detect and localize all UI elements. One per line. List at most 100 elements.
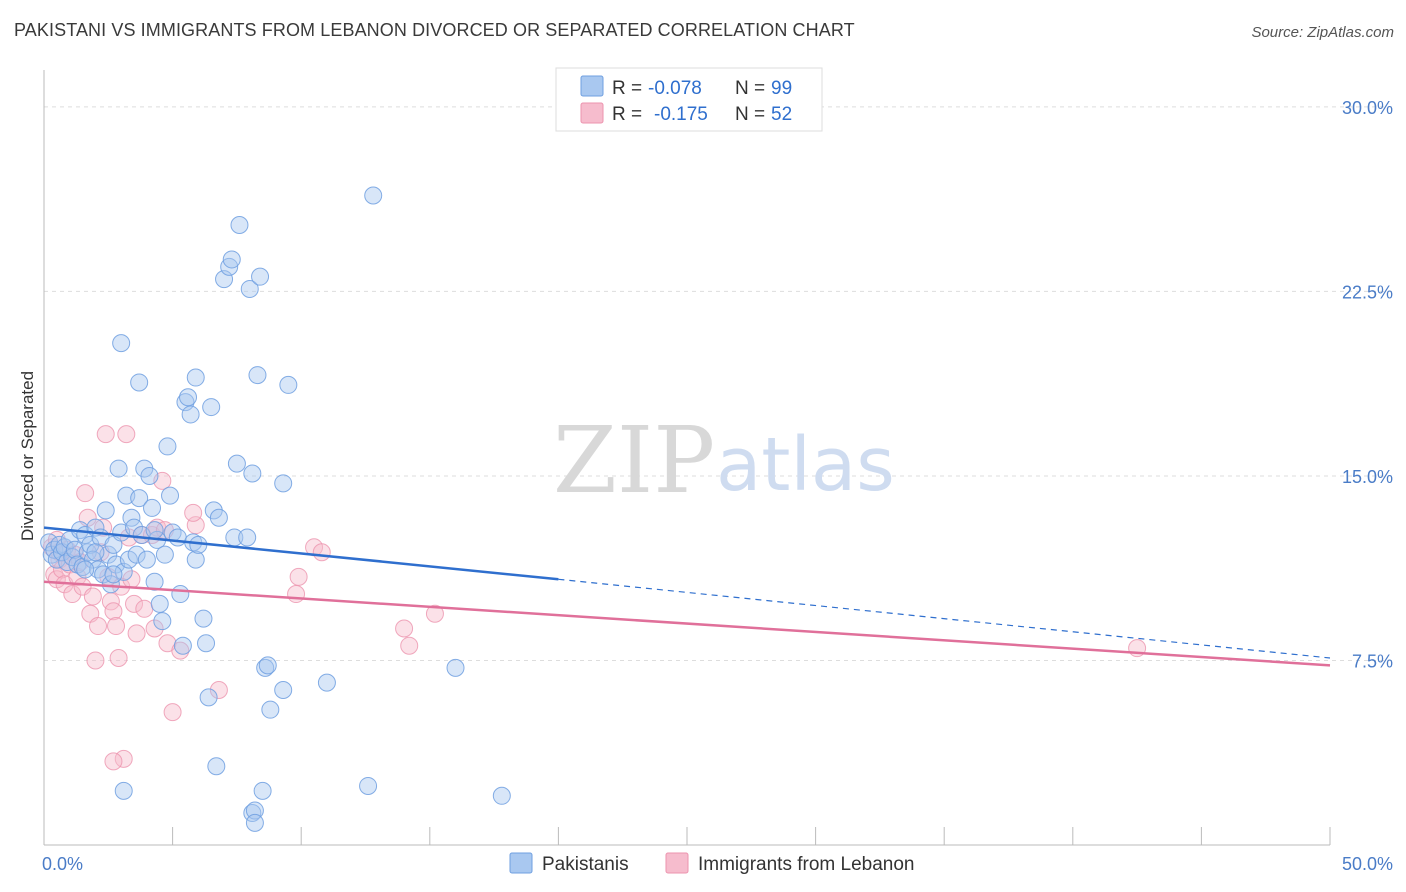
- trend-line-lebanon: [43, 580, 1331, 667]
- gridlines: [44, 106, 1393, 661]
- point-pakistanis-38: [137, 550, 156, 569]
- point-lebanon-18: [89, 617, 108, 636]
- point-pakistanis-79: [261, 700, 280, 719]
- point-lebanon-42: [163, 703, 182, 722]
- trend-line-pakistanis: [43, 526, 559, 581]
- point-pakistanis-84: [364, 186, 383, 205]
- point-pakistanis-39: [140, 466, 159, 485]
- point-pakistanis-46: [158, 437, 177, 456]
- legend-swatch-pakistanis: [580, 75, 604, 97]
- point-pakistanis-45: [155, 545, 174, 564]
- point-pakistanis-35: [130, 489, 149, 508]
- point-pakistanis-34: [127, 545, 146, 564]
- point-lebanon-8: [63, 585, 82, 604]
- point-lebanon-32: [125, 594, 144, 613]
- point-pakistanis-97: [76, 560, 95, 579]
- point-lebanon-33: [127, 624, 146, 643]
- point-pakistanis-87: [446, 658, 465, 677]
- point-pakistanis-40: [143, 498, 162, 517]
- axes: [43, 70, 1331, 846]
- point-lebanon-26: [109, 649, 128, 668]
- point-pakistanis-61: [202, 398, 221, 417]
- point-lebanon-48: [289, 567, 308, 586]
- point-pakistanis-85: [317, 673, 336, 692]
- legend-top: R = -0.078 N = 99 R = -0.175 N = 52: [555, 67, 823, 132]
- point-pakistanis-71: [240, 279, 259, 298]
- point-pakistanis-27: [109, 459, 128, 478]
- point-lebanon-35: [135, 599, 154, 618]
- bottom-legend-label-lebanon: Immigrants from Lebanon: [698, 854, 915, 875]
- point-lebanon-13: [76, 484, 95, 503]
- point-lebanon-21: [96, 425, 115, 444]
- point-lebanon-55: [104, 752, 123, 771]
- point-lebanon-47: [287, 585, 306, 604]
- point-pakistanis-64: [209, 508, 228, 527]
- point-pakistanis-41: [145, 572, 164, 591]
- y-axis-label: Divorced or Separated: [18, 371, 37, 541]
- legend-n-value-2: 52: [771, 104, 792, 125]
- point-pakistanis-66: [220, 257, 239, 276]
- watermark-atlas: atlas: [716, 422, 895, 508]
- point-pakistanis-59: [197, 634, 216, 653]
- legend-bottom: Pakistanis Immigrants from Lebanon: [509, 852, 915, 875]
- point-pakistanis-22: [96, 501, 115, 520]
- point-pakistanis-73: [245, 801, 264, 820]
- point-pakistanis-67: [222, 250, 241, 269]
- point-pakistanis-92: [112, 334, 131, 353]
- point-pakistanis-49: [168, 528, 187, 547]
- point-pakistanis-60: [199, 688, 218, 707]
- legend-n-value-1: 99: [771, 78, 792, 99]
- trend-lines: [43, 526, 1331, 667]
- point-pakistanis-47: [161, 486, 180, 505]
- point-pakistanis-88: [492, 786, 511, 805]
- bottom-legend-label-pakistanis: Pakistanis: [542, 854, 629, 875]
- point-pakistanis-81: [279, 375, 298, 394]
- point-pakistanis-51: [173, 636, 192, 655]
- point-pakistanis-83: [114, 781, 133, 800]
- y-tick-label-0: 7.5%: [1352, 651, 1393, 671]
- point-pakistanis-54: [181, 405, 200, 424]
- point-lebanon-16: [83, 587, 102, 606]
- trend-line-pakistanis-extension: [558, 578, 1331, 659]
- point-pakistanis-91: [130, 373, 149, 392]
- point-lebanon-28: [114, 749, 133, 768]
- bottom-legend-swatch-pakistanis: [509, 852, 533, 874]
- point-lebanon-43: [171, 641, 190, 660]
- point-pakistanis-93: [86, 543, 105, 562]
- point-pakistanis-96: [238, 528, 257, 547]
- point-lebanon-25: [107, 617, 126, 636]
- point-lebanon-24: [104, 602, 123, 621]
- x-tick-label-1: 50.0%: [1342, 854, 1393, 874]
- point-pakistanis-50: [171, 585, 190, 604]
- point-pakistanis-89: [245, 813, 264, 832]
- series-immigrants-from-lebanon: [42, 425, 1147, 771]
- point-pakistanis-69: [227, 454, 246, 473]
- point-lebanon-53: [425, 604, 444, 623]
- point-pakistanis-56: [186, 550, 205, 569]
- watermark-zip: ZIP: [553, 407, 715, 514]
- x-tick-labels: 0.0% 50.0%: [42, 854, 1393, 874]
- source-label: Source: ZipAtlas.com: [1251, 24, 1394, 41]
- watermark: ZIP atlas: [553, 407, 895, 514]
- point-lebanon-51: [395, 619, 414, 638]
- series-pakistanis: [40, 186, 511, 832]
- point-pakistanis-74: [248, 366, 267, 385]
- point-pakistanis-75: [251, 267, 270, 286]
- point-pakistanis-63: [207, 757, 226, 776]
- point-lebanon-45: [184, 503, 203, 522]
- chart-title: PAKISTANI VS IMMIGRANTS FROM LEBANON DIV…: [14, 20, 855, 40]
- point-lebanon-17: [86, 651, 105, 670]
- point-pakistanis-78: [258, 656, 277, 675]
- y-tick-label-3: 30.0%: [1342, 98, 1393, 118]
- point-pakistanis-21: [94, 565, 113, 584]
- point-pakistanis-94: [104, 565, 123, 584]
- point-lebanon-37: [145, 619, 164, 638]
- x-tick-label-0: 0.0%: [42, 854, 83, 874]
- point-pakistanis-86: [359, 776, 378, 795]
- legend-swatch-lebanon: [580, 102, 604, 124]
- legend-r-label-2: R =: [612, 104, 642, 125]
- point-pakistanis-70: [230, 216, 249, 234]
- point-pakistanis-77: [256, 658, 275, 677]
- y-tick-labels: 7.5% 15.0% 22.5% 30.0%: [1342, 98, 1393, 672]
